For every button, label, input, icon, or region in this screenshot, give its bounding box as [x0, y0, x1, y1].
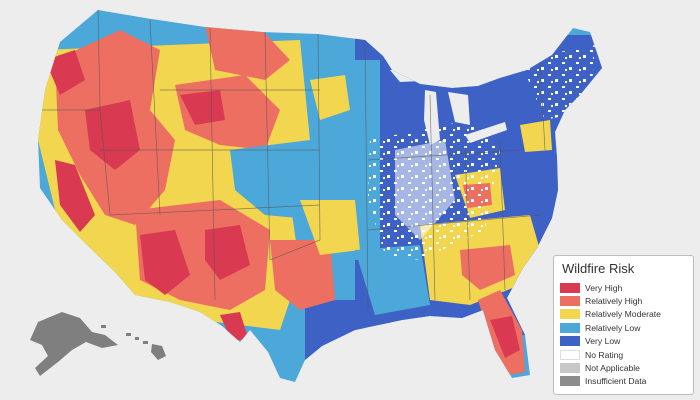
legend-label: Very High	[585, 282, 623, 293]
legend-item: Very High	[560, 281, 687, 294]
risk-region-moderate-oklahoma	[300, 200, 360, 255]
lake-huron	[448, 92, 470, 125]
legend-label: Insufficient Data	[585, 376, 647, 387]
risk-region-very-high-florida	[490, 316, 520, 358]
legend-swatch	[560, 282, 580, 293]
legend-item: Relatively Moderate	[560, 308, 687, 321]
legend-swatch	[560, 376, 580, 387]
risk-region-very-low-texas-east	[305, 300, 365, 360]
state-borders	[40, 10, 546, 311]
lake-michigan	[424, 90, 440, 145]
legend-swatch	[560, 296, 580, 307]
risk-region-very-high-oregon	[45, 50, 85, 95]
risk-region-very-high-idaho	[85, 100, 140, 170]
legend-items: Very High Relatively High Relatively Moder…	[560, 281, 687, 388]
legend-title: Wildfire Risk	[562, 261, 635, 276]
legend-swatch	[560, 309, 580, 320]
lake-erie	[465, 122, 507, 143]
risk-region-very-high-newmexico	[205, 225, 250, 280]
legend-label: Relatively Moderate	[585, 309, 661, 320]
risk-region-high-texas	[270, 240, 335, 310]
legend-swatch	[560, 322, 580, 333]
legend-item: Not Applicable	[560, 361, 687, 374]
legend-item: Relatively High	[560, 294, 687, 307]
risk-region-very-high-sandiego	[220, 312, 248, 342]
risk-region-very-high-wyoming	[180, 90, 225, 125]
hawaii	[101, 325, 166, 360]
legend-swatch	[560, 349, 580, 360]
risk-region-very-high-arizona	[140, 230, 190, 295]
legend-swatch	[560, 336, 580, 347]
legend-item: Very Low	[560, 335, 687, 348]
legend-label: Very Low	[585, 336, 621, 347]
risk-region-high-montana	[205, 25, 290, 80]
legend-item: Relatively Low	[560, 321, 687, 334]
alaska	[30, 312, 118, 376]
legend-label: Relatively Low	[585, 322, 641, 333]
legend-swatch	[560, 363, 580, 374]
risk-region-moderate-new-york	[520, 120, 552, 152]
risk-region-low-central	[230, 140, 320, 220]
risk-region-very-high-california	[55, 160, 95, 232]
legend-item: Insufficient Data	[560, 375, 687, 388]
lake-superior	[390, 65, 450, 82]
map-legend: Wildfire Risk Very High Relatively High Re…	[553, 255, 694, 395]
legend-item: No Rating	[560, 348, 687, 361]
risk-region-high-georgia	[460, 245, 515, 290]
risk-region-moderate-plains	[310, 75, 350, 120]
risk-region-low-mississippi	[355, 245, 430, 315]
legend-label: Not Applicable	[585, 363, 640, 374]
legend-label: No Rating	[585, 349, 624, 360]
no-rating-midwest-dense	[395, 140, 455, 240]
legend-label: Relatively High	[585, 296, 643, 307]
